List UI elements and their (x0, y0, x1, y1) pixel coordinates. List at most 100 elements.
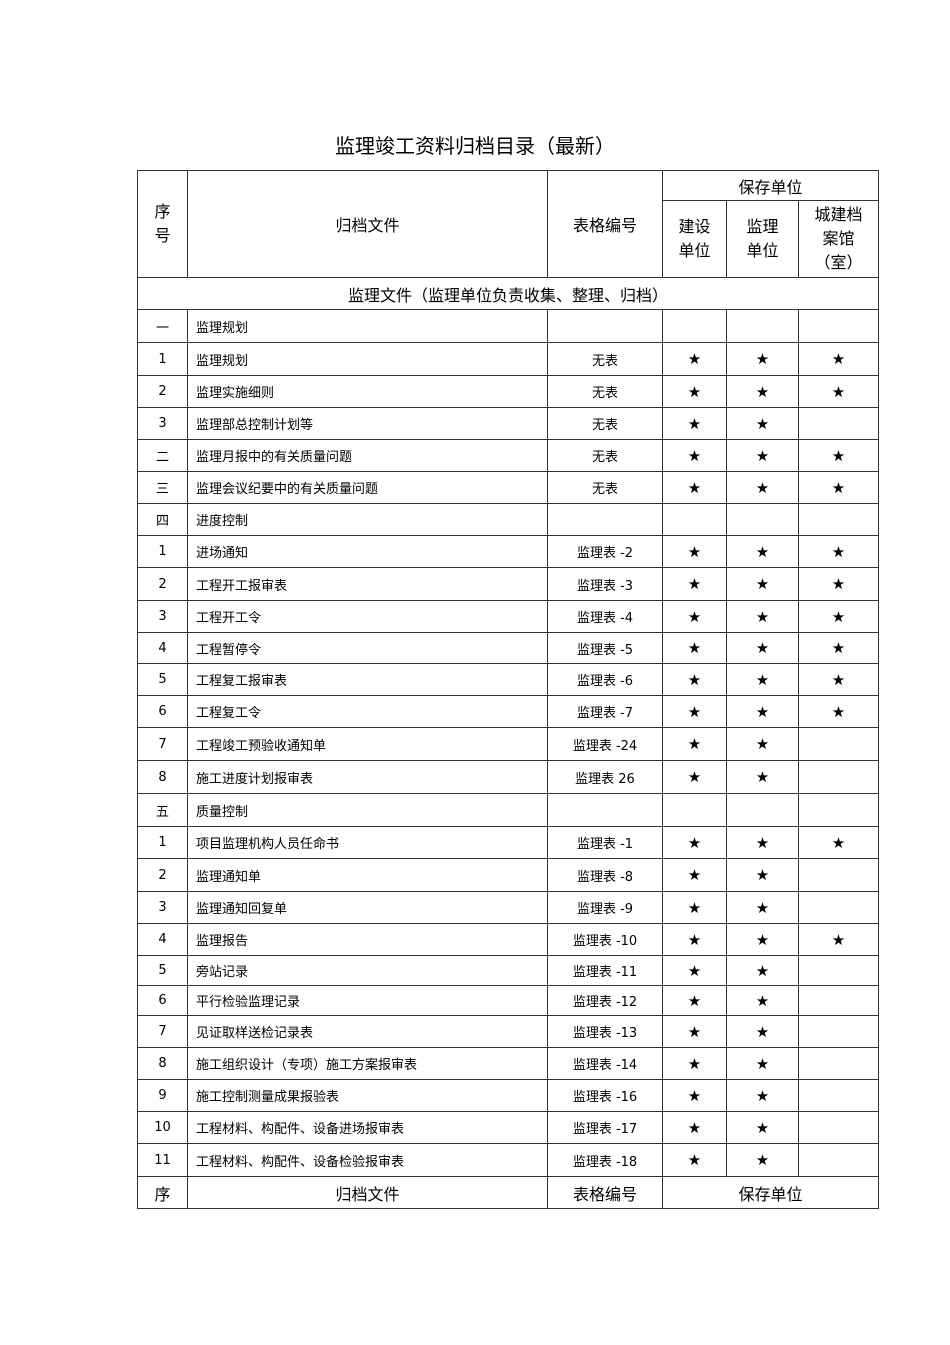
row-star-archive: ★ (798, 632, 879, 664)
star-icon: ★ (831, 478, 846, 497)
row-star-archive (798, 309, 879, 343)
row-star-supervise: ★ (726, 663, 799, 696)
star-icon: ★ (687, 607, 702, 626)
table-row: 8 施工进度计划报审表 监理表 26 ★ ★ (137, 760, 879, 794)
star-icon: ★ (755, 1054, 770, 1073)
row-star-build (662, 793, 727, 827)
star-icon: ★ (687, 575, 702, 593)
row-form-no: 监理表 -17 (547, 1111, 663, 1144)
star-icon: ★ (687, 898, 702, 917)
row-form-no: 监理表 -7 (547, 695, 663, 728)
table-row: 一监理规划 (137, 309, 879, 343)
table-row: 2 工程开工报审表 监理表 -3 ★ ★ ★ (137, 567, 879, 601)
table-row: 2 监理通知单 监理表 -8 ★ ★ (137, 858, 879, 892)
row-star-archive: ★ (798, 342, 879, 376)
row-form-no (547, 793, 663, 827)
row-star-archive (798, 503, 879, 536)
row-star-build: ★ (662, 1047, 727, 1080)
table-row: 3 监理部总控制计划等 无表 ★ ★ (137, 407, 879, 440)
row-name: 监理通知回复单 (187, 891, 548, 924)
row-name: 工程材料、构配件、设备进场报审表 (187, 1111, 548, 1144)
star-icon: ★ (755, 833, 770, 852)
table-row: 3 监理通知回复单 监理表 -9 ★ ★ (137, 891, 879, 924)
star-icon: ★ (755, 607, 770, 626)
row-seq: 7 (137, 1015, 188, 1048)
star-icon: ★ (687, 639, 702, 657)
star-icon: ★ (687, 414, 702, 433)
row-star-archive: ★ (798, 471, 879, 504)
row-star-archive: ★ (798, 826, 879, 859)
star-icon: ★ (687, 930, 702, 949)
row-name: 监理通知单 (187, 858, 548, 892)
row-form-no: 监理表 -14 (547, 1047, 663, 1080)
row-star-build: ★ (662, 407, 727, 440)
row-form-no (547, 309, 663, 343)
star-icon: ★ (755, 575, 770, 593)
row-star-supervise: ★ (726, 439, 799, 472)
footer-form-no: 表格编号 (547, 1176, 663, 1209)
page-title: 监理竣工资料归档目录（最新） (335, 134, 615, 158)
row-star-supervise (726, 503, 799, 536)
row-star-archive (798, 407, 879, 440)
table-row: 四进度控制 (137, 503, 879, 536)
footer-file: 归档文件 (187, 1176, 548, 1209)
row-star-build: ★ (662, 1111, 727, 1144)
row-star-build: ★ (662, 663, 727, 696)
table-row: 三监理会议纪要中的有关质量问题 无表 ★ ★ ★ (137, 471, 879, 504)
row-star-supervise: ★ (726, 471, 799, 504)
row-star-supervise: ★ (726, 858, 799, 892)
row-name: 监理规划 (187, 309, 548, 343)
star-icon: ★ (687, 735, 702, 753)
table-row: 11 工程材料、构配件、设备检验报审表 监理表 -18 ★ ★ (137, 1143, 879, 1177)
row-name: 监理会议纪要中的有关质量问题 (187, 471, 548, 504)
star-icon: ★ (755, 961, 770, 980)
row-star-build: ★ (662, 985, 727, 1016)
row-star-supervise: ★ (726, 985, 799, 1016)
table-row: 1 进场通知 监理表 -2 ★ ★ ★ (137, 535, 879, 568)
row-form-no: 无表 (547, 342, 663, 376)
row-star-archive: ★ (798, 923, 879, 956)
star-icon: ★ (687, 702, 702, 721)
row-name: 监理部总控制计划等 (187, 407, 548, 440)
row-seq: 二 (137, 439, 188, 472)
row-star-build (662, 503, 727, 536)
star-icon: ★ (755, 542, 770, 561)
row-star-build (662, 309, 727, 343)
row-name: 旁站记录 (187, 955, 548, 986)
row-star-supervise: ★ (726, 535, 799, 568)
row-form-no: 监理表 -1 (547, 826, 663, 859)
row-name: 工程暂停令 (187, 632, 548, 664)
star-icon: ★ (755, 991, 770, 1010)
row-star-build: ★ (662, 826, 727, 859)
row-name: 工程开工报审表 (187, 567, 548, 601)
star-icon: ★ (687, 670, 702, 689)
table-row: 五质量控制 (137, 793, 879, 827)
row-star-archive: ★ (798, 663, 879, 696)
header-unit-build: 建设单位 (662, 200, 727, 278)
row-seq: 4 (137, 632, 188, 664)
row-seq: 四 (137, 503, 188, 536)
table-row: 6 工程复工令 监理表 -7 ★ ★ ★ (137, 695, 879, 728)
row-seq: 3 (137, 407, 188, 440)
table-row: 二监理月报中的有关质量问题 无表 ★ ★ ★ (137, 439, 879, 472)
row-name: 工程竣工预验收通知单 (187, 727, 548, 761)
row-star-supervise (726, 309, 799, 343)
row-form-no: 监理表 -4 (547, 600, 663, 633)
row-seq: 6 (137, 985, 188, 1016)
star-icon: ★ (831, 382, 846, 401)
row-name: 项目监理机构人员任命书 (187, 826, 548, 859)
row-seq: 2 (137, 858, 188, 892)
star-icon: ★ (687, 350, 702, 368)
star-icon: ★ (687, 961, 702, 980)
table-row: 1 监理规划 无表 ★ ★ ★ (137, 342, 879, 376)
star-icon: ★ (755, 1086, 770, 1105)
row-form-no: 监理表 -16 (547, 1079, 663, 1112)
table-row: 7 见证取样送检记录表 监理表 -13 ★ ★ (137, 1015, 879, 1048)
row-name: 监理月报中的有关质量问题 (187, 439, 548, 472)
row-name: 工程复工令 (187, 695, 548, 728)
star-icon: ★ (831, 350, 846, 368)
row-star-build: ★ (662, 600, 727, 633)
row-form-no: 无表 (547, 407, 663, 440)
row-seq: 1 (137, 342, 188, 376)
row-form-no (547, 503, 663, 536)
